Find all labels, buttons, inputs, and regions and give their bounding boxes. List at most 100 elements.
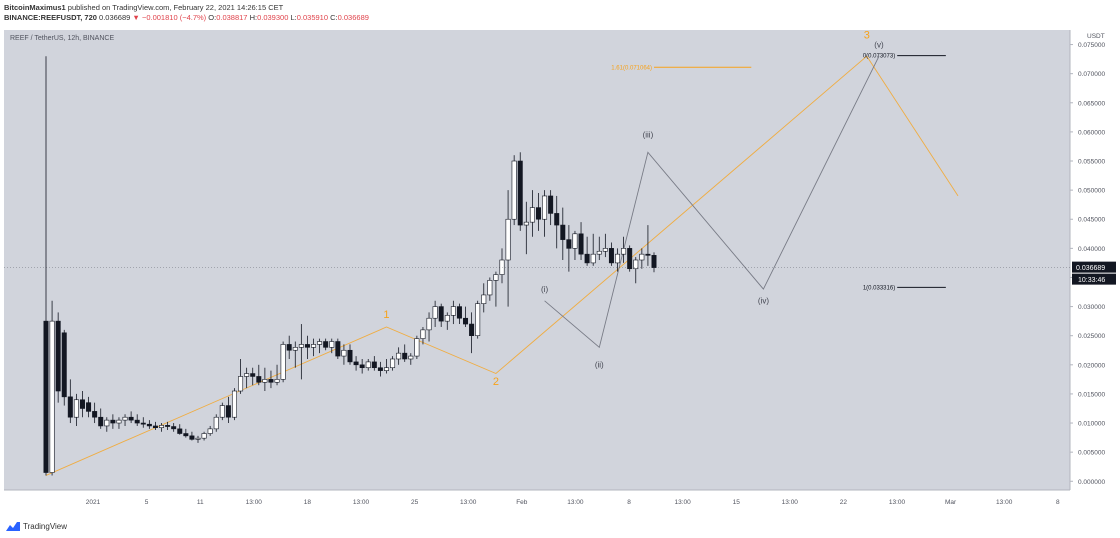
- candle-body: [98, 416, 104, 427]
- candle-body: [238, 376, 244, 392]
- candle-body: [231, 390, 237, 418]
- candle-body: [475, 303, 481, 336]
- wave-label: (ii): [595, 361, 604, 370]
- x-tick-label: 22: [840, 499, 848, 506]
- x-tick-label: 15: [733, 499, 741, 506]
- close-value: 0.036689: [337, 13, 369, 22]
- author-name[interactable]: BitcoinMaximus1: [4, 3, 66, 12]
- candle-body: [639, 253, 645, 261]
- x-tick-label: 13:00: [567, 499, 584, 506]
- x-tick-label: 13:00: [889, 499, 906, 506]
- y-tick-label: 0.030000: [1078, 304, 1105, 311]
- candle-body: [420, 329, 426, 339]
- wave-label: (iii): [643, 131, 654, 140]
- chart-title: REEF / TetherUS, 12h, BINANCE: [10, 35, 114, 42]
- candle-body: [438, 306, 444, 322]
- candle-body: [104, 419, 110, 427]
- candle-body: [408, 355, 414, 360]
- x-tick-label: 25: [411, 499, 419, 506]
- y-tick-label: 0.060000: [1078, 129, 1105, 136]
- candle-body: [584, 253, 590, 264]
- candle-body: [256, 376, 262, 383]
- candle-body: [86, 402, 92, 412]
- symbol-info: BINANCE:REEFUSDT, 720 0.036689 ▼ −0.0018…: [4, 13, 369, 22]
- candle-body: [219, 405, 225, 418]
- tradingview-footer[interactable]: TradingView: [6, 522, 67, 531]
- candle-body: [456, 306, 462, 319]
- x-tick-label: 13:00: [996, 499, 1013, 506]
- candle-body: [225, 405, 231, 418]
- candle-body: [621, 248, 627, 255]
- candle-body: [426, 317, 432, 331]
- candle-body: [183, 433, 189, 437]
- candle-body: [43, 320, 49, 473]
- candle-body: [262, 379, 268, 383]
- wave-label: 3: [864, 30, 870, 42]
- x-tick-label: 18: [304, 499, 312, 506]
- candle-body: [390, 358, 396, 369]
- chart-frame[interactable]: REEF / TetherUS, 12h, BINANCE 0.075000 0.0…: [0, 26, 1120, 517]
- candle-body: [329, 341, 335, 348]
- candle-body: [359, 364, 365, 369]
- low-value: 0.035910: [296, 13, 329, 22]
- candle-body: [493, 274, 499, 281]
- close-label: C:: [330, 13, 338, 22]
- candle-body: [645, 253, 651, 256]
- candle-body: [523, 221, 529, 226]
- x-tick-label: 2021: [86, 499, 101, 506]
- x-tick-label: 5: [145, 499, 149, 506]
- candle-body: [110, 419, 116, 424]
- candle-body: [608, 248, 614, 264]
- candle-body: [444, 315, 450, 322]
- candle-body: [590, 253, 596, 264]
- y-tick-label: 0.020000: [1078, 362, 1105, 369]
- candle-body: [633, 259, 639, 270]
- wave-path-sub: [544, 55, 880, 349]
- y-tick-label: 0.025000: [1078, 333, 1105, 340]
- candle-body: [615, 253, 621, 264]
- candle-body: [651, 255, 657, 268]
- candle-body: [116, 419, 122, 424]
- y-tick-label: 0.055000: [1078, 159, 1105, 166]
- price-label-text: 0.036689: [1076, 265, 1105, 272]
- symbol-label: BINANCE:REEFUSDT, 720: [4, 13, 97, 22]
- candle-body: [55, 320, 61, 392]
- candle-body: [548, 195, 554, 214]
- candle-body: [529, 207, 535, 223]
- candle-body: [469, 323, 475, 336]
- x-tick-label: 13:00: [353, 499, 370, 506]
- y-tick-label: 0.065000: [1078, 100, 1105, 107]
- wave-label: 2: [493, 376, 499, 388]
- candle-body: [171, 426, 177, 430]
- wave-label: (iv): [758, 297, 769, 306]
- wave-label: (v): [874, 40, 884, 49]
- y-tick-label: 0.050000: [1078, 188, 1105, 195]
- price-chart[interactable]: REEF / TetherUS, 12h, BINANCE 0.075000 0.0…: [0, 26, 1120, 517]
- wave-path-primary: [45, 55, 959, 476]
- candle-body: [396, 352, 402, 360]
- candle-body: [602, 248, 608, 252]
- high-label: H:: [249, 13, 258, 22]
- candle-body: [292, 347, 298, 351]
- candle-body: [201, 433, 207, 439]
- fib-level-label: 1.61(0.071064): [611, 65, 652, 71]
- candle-body: [189, 435, 195, 440]
- candle-body: [560, 224, 566, 240]
- change-value: −0.001810 (−4.7%): [141, 13, 207, 22]
- x-tick-label: Mar: [945, 499, 957, 506]
- candle-body: [499, 259, 505, 275]
- tradingview-logo-icon: [6, 522, 20, 531]
- x-tick-label: 8: [627, 499, 631, 506]
- candle-body: [487, 280, 493, 296]
- candle-body: [317, 341, 323, 345]
- y-tick-label: 0.015000: [1078, 391, 1105, 398]
- wave-label: (i): [541, 285, 548, 294]
- y-tick-label: 0.075000: [1078, 42, 1105, 49]
- candle-body: [268, 379, 274, 383]
- wave-label: 1: [383, 309, 389, 321]
- candle-body: [505, 218, 511, 261]
- candle-body: [73, 399, 79, 418]
- price-label-box: [1072, 261, 1116, 273]
- candle-body: [365, 361, 371, 369]
- candle-body: [481, 294, 487, 304]
